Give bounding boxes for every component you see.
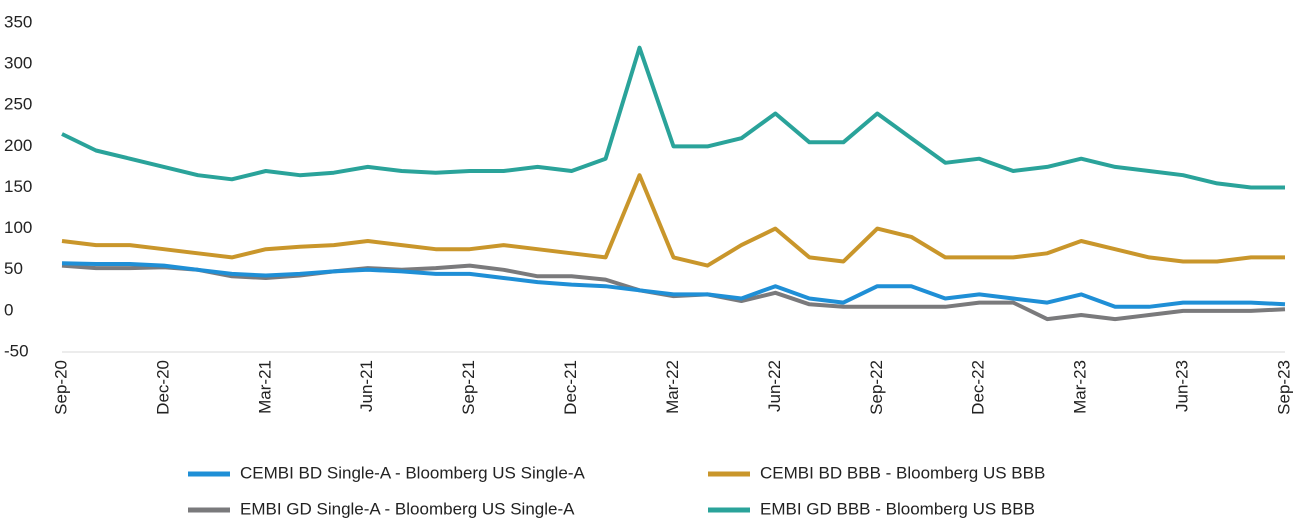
x-tick-label: Dec-21: [561, 360, 580, 415]
legend-label: EMBI GD BBB - Bloomberg US BBB: [760, 499, 1035, 518]
x-tick-label: Mar-23: [1071, 360, 1090, 414]
x-tick-label: Sep-23: [1274, 360, 1293, 415]
y-tick-label: 200: [4, 136, 32, 155]
series-line: [61, 173, 1285, 268]
y-tick-label: 300: [4, 54, 32, 73]
x-tick-label: Dec-20: [153, 360, 172, 415]
series-line: [61, 45, 1285, 190]
legend-label: EMBI GD Single-A - Bloomberg US Single-A: [240, 499, 575, 518]
y-tick-label: 150: [4, 177, 32, 196]
legend-label: CEMBI BD BBB - Bloomberg US BBB: [760, 463, 1045, 482]
y-tick-label: 0: [4, 300, 13, 319]
x-tick-label: Jun-23: [1173, 360, 1192, 412]
x-tick-label: Mar-22: [663, 360, 682, 414]
x-tick-label: Sep-22: [867, 360, 886, 415]
legend-label: CEMBI BD Single-A - Bloomberg US Single-…: [240, 463, 586, 482]
y-tick-label: -50: [4, 341, 29, 360]
series-line: [61, 261, 1286, 309]
x-tick-label: Mar-21: [255, 360, 274, 414]
y-tick-label: 50: [4, 259, 23, 278]
x-tick-label: Sep-21: [459, 360, 478, 415]
x-tick-label: Dec-22: [969, 360, 988, 415]
y-tick-label: 250: [4, 95, 32, 114]
y-tick-label: 350: [4, 12, 32, 31]
y-tick-label: 100: [4, 218, 32, 237]
x-tick-label: Jun-22: [765, 360, 784, 412]
x-tick-label: Jun-21: [357, 360, 376, 412]
x-tick-label: Sep-20: [51, 360, 70, 415]
